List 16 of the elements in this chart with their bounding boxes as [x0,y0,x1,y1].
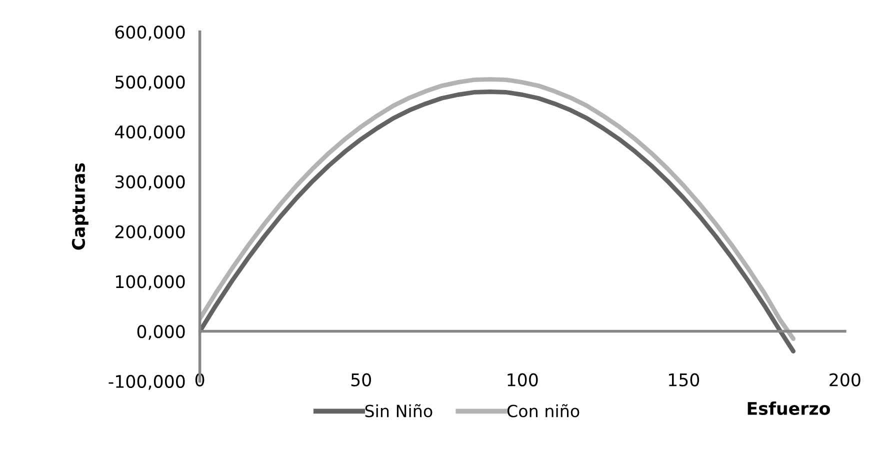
legend-label: Sin Niño [365,404,432,418]
y-tick-label: 400,000 [114,125,185,140]
y-tick-label: 600,000 [115,26,185,40]
x-tick-label: 150 [668,373,700,386]
y-tick-label: 0,000 [137,325,185,340]
y-tick-label: -100,000 [108,374,185,390]
x-tick-label: 50 [351,373,371,386]
legend-label: Con niño [507,404,580,418]
y-tick-label: 100,000 [116,275,185,290]
y-tick-label: 300,000 [115,175,185,190]
x-axis-title: Esfuerzo [748,402,830,415]
y-tick-label: 500,000 [115,75,185,90]
x-tick-label: 100 [508,373,538,386]
x-tick-label: 200 [830,373,860,386]
y-tick-label: 200,000 [115,225,185,240]
y-axis-title: Capturas [72,163,88,250]
